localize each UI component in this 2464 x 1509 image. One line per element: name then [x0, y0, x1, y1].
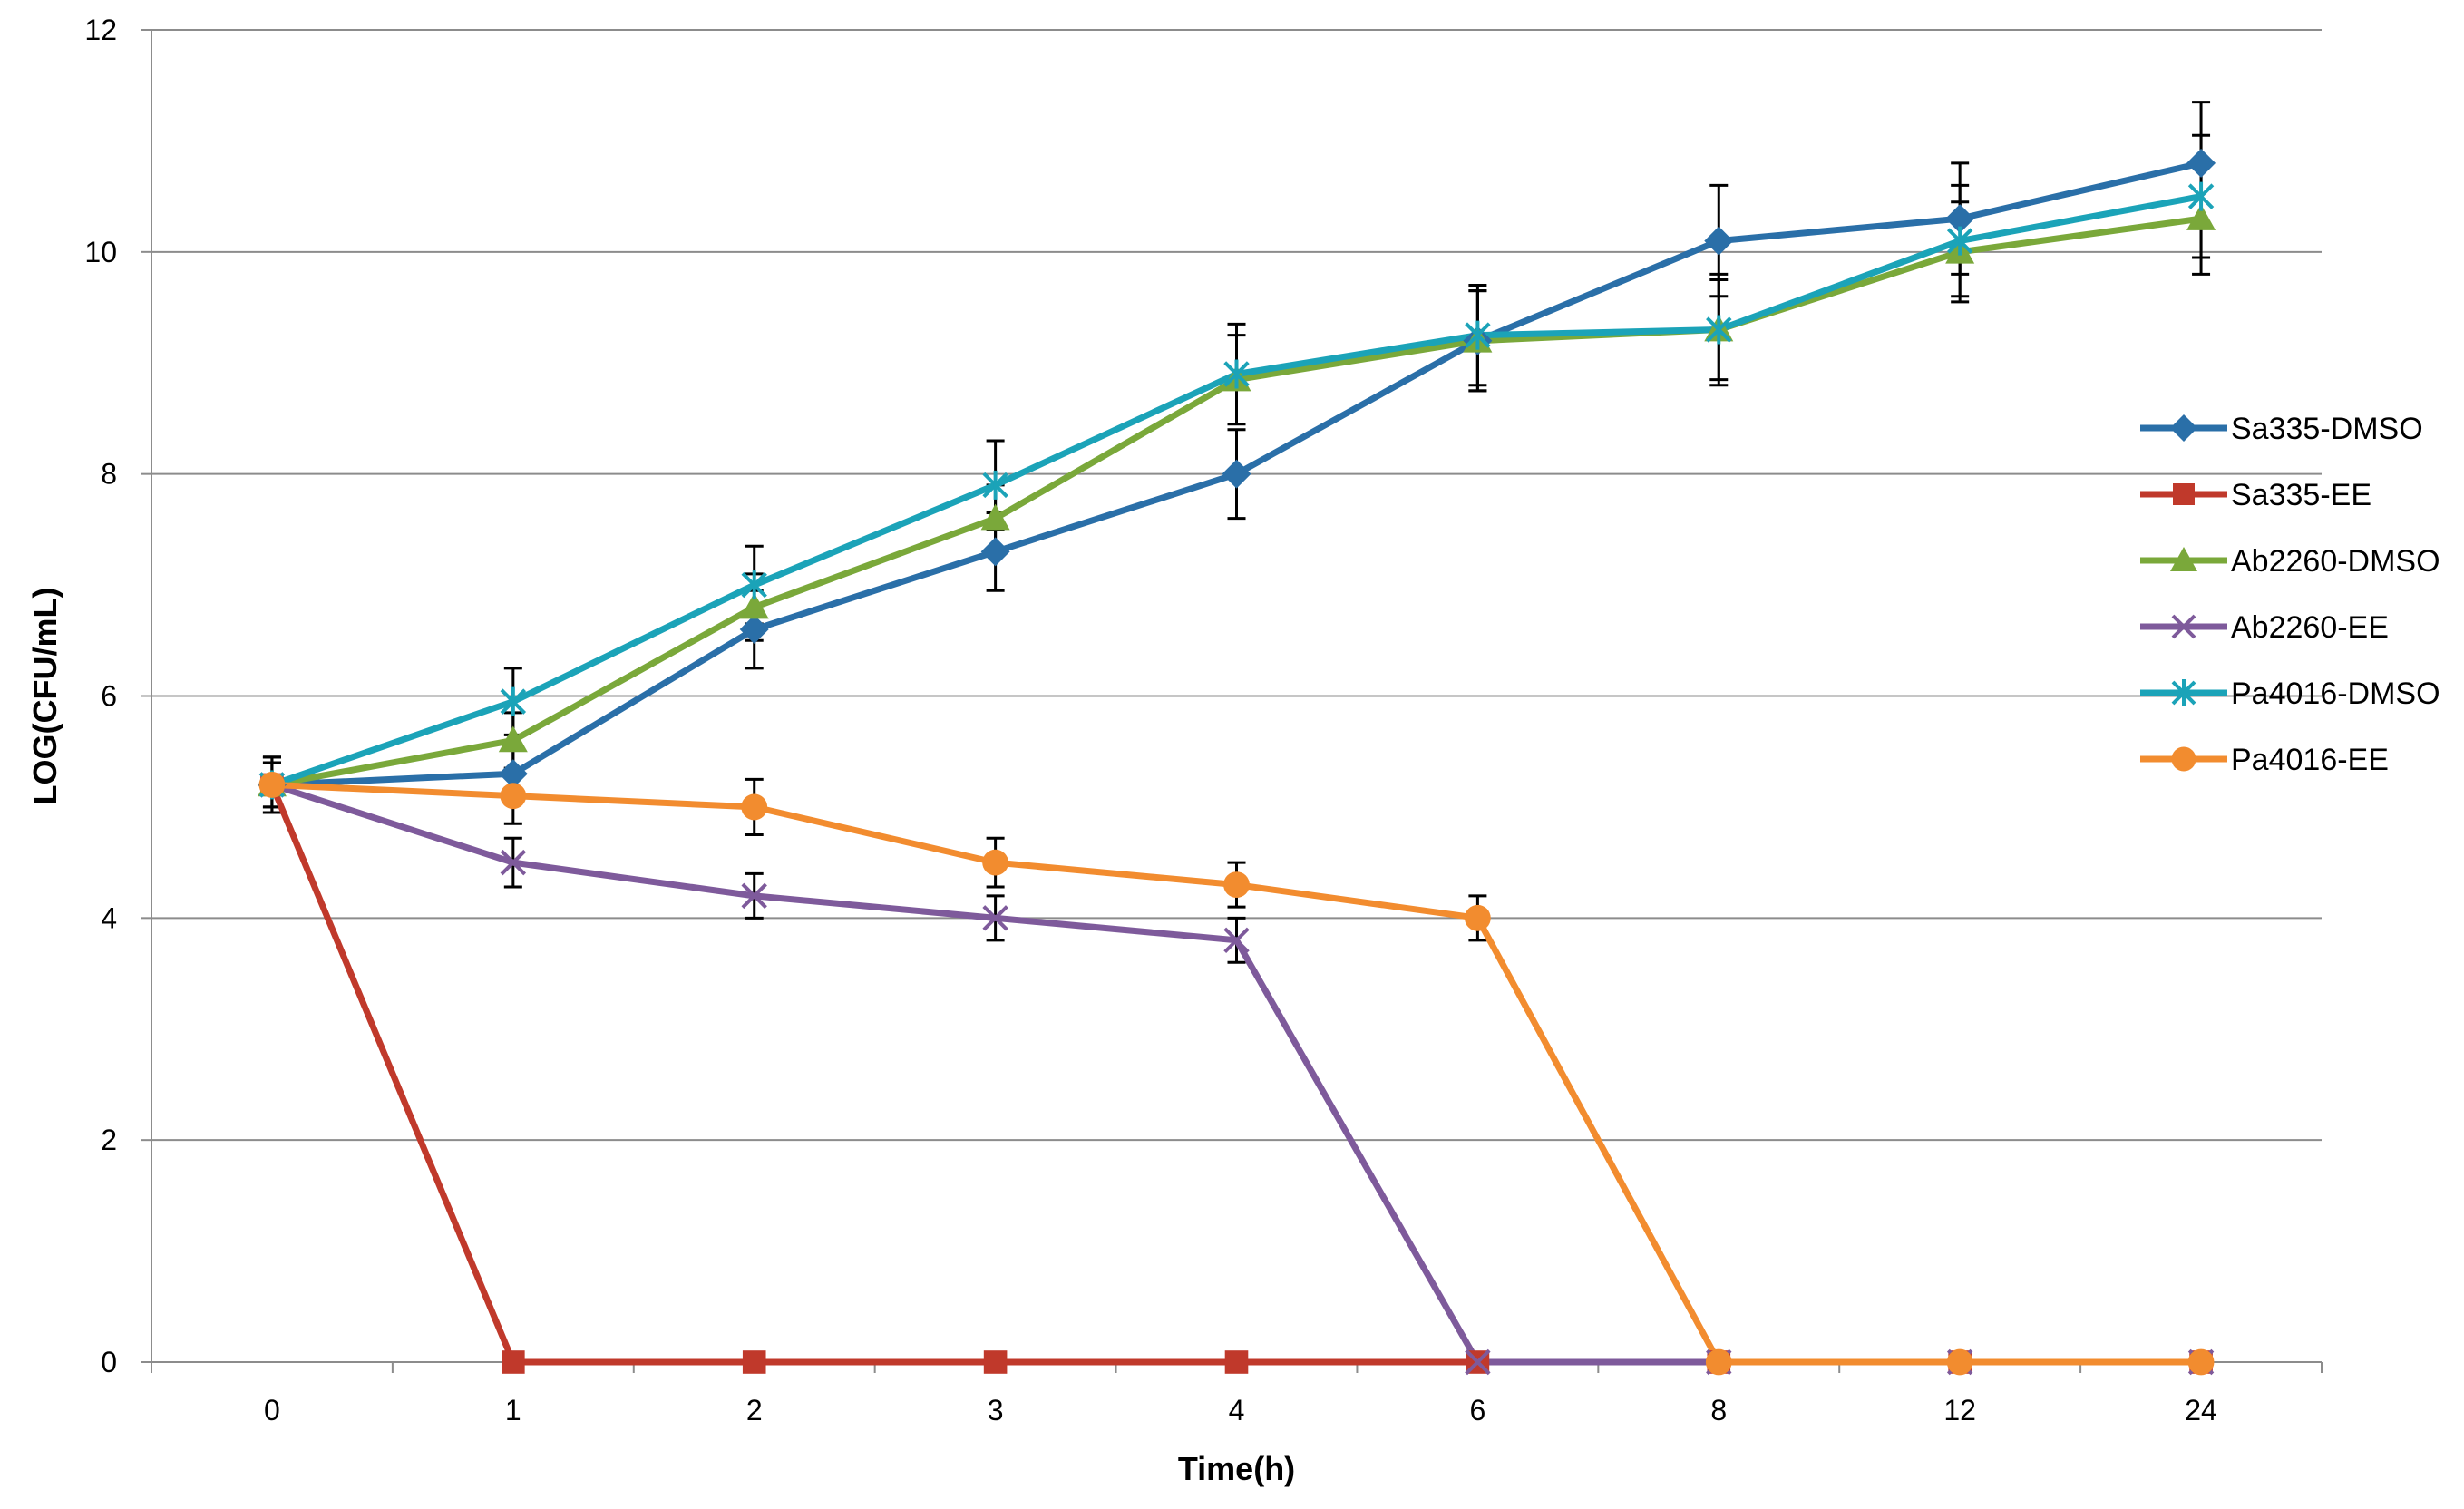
- error-bars: [262, 101, 2211, 964]
- legend-label: Sa335-EE: [2231, 478, 2371, 512]
- x-tick-label: 1: [505, 1394, 521, 1426]
- x-tick-label: 2: [746, 1394, 763, 1426]
- data-point-ab2260-dmso: [498, 725, 528, 753]
- legend-label: Ab2260-DMSO: [2231, 544, 2440, 579]
- y-tick-label: 4: [101, 901, 117, 934]
- legend-label: Pa4016-EE: [2231, 743, 2389, 777]
- data-point-sa335-dmso: [1704, 226, 1734, 256]
- legend: Sa335-DMSO Sa335-EE Ab2260-DMSO Ab2260-EE Pa…: [2140, 412, 2440, 777]
- data-point-pa4016-dmso: [741, 570, 767, 600]
- data-point-pa4016-ee: [982, 849, 1009, 876]
- legend-swatch-marker: [2170, 547, 2197, 571]
- legend-swatch-marker: [2170, 414, 2197, 442]
- y-tick-label: 10: [84, 236, 117, 268]
- data-point-pa4016-ee: [1705, 1348, 1732, 1376]
- data-point-sa335-ee: [742, 1350, 766, 1374]
- data-point-pa4016-dmso: [1706, 315, 1732, 345]
- data-point-pa4016-ee: [1946, 1348, 1973, 1376]
- data-point-pa4016-dmso: [1223, 359, 1250, 389]
- data-point-pa4016-dmso: [982, 470, 1008, 500]
- data-point-ab2260-ee-stroke: [741, 882, 767, 910]
- data-point-ab2260-ee: [1223, 927, 1250, 954]
- legend-item-ab2260-ee: Ab2260-EE: [2140, 610, 2389, 645]
- x-axis-title: Time(h): [1178, 1450, 1295, 1487]
- data-point-sa335-ee: [983, 1350, 1008, 1374]
- data-point-pa4016-ee: [1464, 904, 1491, 931]
- data-point-ab2260-ee: [982, 905, 1008, 931]
- legend-swatch-marker-stroke: [2171, 614, 2196, 639]
- data-point-ab2260-dmso: [980, 503, 1010, 531]
- legend-label: Ab2260-EE: [2231, 610, 2389, 645]
- data-point-sa335-ee: [1224, 1350, 1249, 1374]
- data-point-pa4016-dmso: [500, 686, 527, 716]
- gridlines: [151, 29, 2322, 1142]
- data-point-sa335-ee: [502, 1350, 525, 1374]
- y-tick-label: 6: [101, 680, 117, 713]
- data-point-pa4016-ee: [500, 783, 527, 810]
- data-point-pa4016-dmso: [1465, 320, 1491, 350]
- y-tick-label: 0: [101, 1346, 117, 1378]
- data-point-sa335-dmso: [1222, 459, 1251, 489]
- data-point-ab2260-ee-stroke: [1223, 927, 1250, 954]
- y-axis-title: LOG(CFU/mL): [26, 588, 63, 805]
- data-point-sa335-dmso: [739, 615, 769, 645]
- x-tick-label: 6: [1469, 1394, 1485, 1426]
- data-point-pa4016-dmso: [2187, 181, 2215, 211]
- data-point-ab2260-ee-stroke: [500, 849, 527, 876]
- legend-item-pa4016-dmso: Pa4016-DMSO: [2140, 677, 2440, 711]
- data-point-sa335-dmso: [498, 759, 528, 789]
- data-point-pa4016-ee: [1223, 871, 1250, 899]
- legend-swatch-marker: [2173, 483, 2195, 505]
- data-point-pa4016-ee: [2187, 1348, 2215, 1376]
- data-point-ab2260-dmso: [739, 592, 769, 619]
- legend-item-pa4016-ee: Pa4016-EE: [2140, 743, 2389, 777]
- y-tick-label: 12: [84, 14, 117, 46]
- data-point-pa4016-ee: [741, 793, 768, 821]
- data-point-ab2260-ee: [500, 849, 527, 876]
- series-markers: [257, 148, 2216, 1376]
- x-tick-label: 0: [264, 1394, 280, 1426]
- data-point-ab2260-ee-stroke: [982, 905, 1008, 931]
- x-tick-label: 4: [1229, 1394, 1245, 1426]
- legend-label: Sa335-DMSO: [2231, 412, 2423, 446]
- data-point-sa335-dmso: [2186, 148, 2216, 178]
- data-point-pa4016-dmso: [1946, 226, 1973, 256]
- legend-swatch-marker: [2171, 679, 2196, 706]
- x-tick-label: 3: [988, 1394, 1004, 1426]
- data-point-ab2260-ee: [1465, 1348, 1491, 1376]
- x-tick-label: 24: [2185, 1394, 2217, 1426]
- data-point-ab2260-ee-stroke: [1465, 1348, 1491, 1376]
- legend-label: Pa4016-DMSO: [2231, 677, 2440, 711]
- data-point-sa335-dmso: [1945, 204, 1975, 234]
- y-tick-label: 2: [101, 1124, 117, 1156]
- data-point-ab2260-ee: [741, 882, 767, 910]
- data-point-ab2260-dmso: [2186, 204, 2216, 230]
- data-point-pa4016-ee: [258, 772, 286, 798]
- legend-item-sa335-ee: Sa335-EE: [2140, 478, 2371, 512]
- legend-item-sa335-dmso: Sa335-DMSO: [2140, 412, 2423, 446]
- legend-swatch-marker: [2171, 746, 2196, 772]
- legend-item-ab2260-dmso: Ab2260-DMSO: [2140, 544, 2440, 579]
- x-tick-label: 8: [1710, 1394, 1727, 1426]
- y-tick-label: 8: [101, 458, 117, 491]
- x-tick-label: 12: [1943, 1394, 1976, 1426]
- data-point-sa335-dmso: [980, 537, 1010, 567]
- legend-swatch-marker: [2171, 614, 2196, 639]
